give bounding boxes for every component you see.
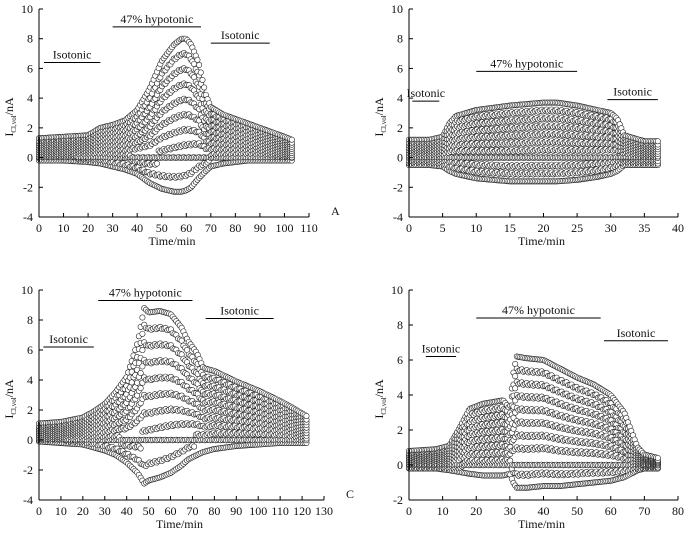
x-tick-label: 10 xyxy=(470,221,482,235)
data-point xyxy=(139,314,146,321)
x-tick-label: 40 xyxy=(131,221,143,235)
data-point xyxy=(196,62,203,69)
x-tick-label: 90 xyxy=(254,221,266,235)
x-tick-label: 100 xyxy=(275,221,293,235)
x-tick-label: 110 xyxy=(300,221,318,235)
data-point xyxy=(153,160,160,167)
x-tick-label: 40 xyxy=(672,221,684,235)
panel-tag: A xyxy=(331,204,340,218)
y-tick-label: 4 xyxy=(27,91,33,105)
panel-a: 0 10 20 30 40 50 60 70 80 90 100 110 -4 -2 0 2 4 6 8 10 Time… xyxy=(2,2,340,248)
phase-label: Isotonic xyxy=(53,47,92,61)
data-point xyxy=(288,136,295,143)
y-tick-label: 8 xyxy=(397,32,403,46)
x-tick-label: 30 xyxy=(605,221,617,235)
y-tick-label: -2 xyxy=(393,180,403,194)
x-tick-label: 60 xyxy=(180,221,192,235)
y-tick-label: 10 xyxy=(21,2,33,16)
x-axis-title: Time/min xyxy=(149,234,196,248)
data-point xyxy=(137,445,144,452)
data-point xyxy=(654,138,661,145)
x-tick-label: 10 xyxy=(58,221,70,235)
phase-label: Isotonic xyxy=(221,28,260,42)
y-tick-label: 6 xyxy=(397,61,403,75)
data-point xyxy=(134,379,141,386)
data-point xyxy=(128,379,135,386)
phase-label: Isotonic xyxy=(406,86,445,100)
x-tick-label: 30 xyxy=(107,221,119,235)
y-tick-label: 2 xyxy=(27,121,33,135)
data-point xyxy=(201,84,208,91)
data-point xyxy=(194,56,201,63)
y-axis-title: ICl,vol/nA xyxy=(2,97,18,137)
data-point xyxy=(137,385,144,392)
y-axis-title: ICl,vol/nA xyxy=(372,97,388,137)
x-tick-label: 0 xyxy=(36,221,42,235)
panel-b: 0 5 10 15 20 25 30 35 40 -4 -2 0 2 4 6 8 10 Time/min ICl,v… xyxy=(372,2,684,248)
panel-c: 0 10 20 30 40 50 60 70 80 90 100 110 120 130-4-202468… xyxy=(2,283,354,531)
y-tick-label: -4 xyxy=(23,210,33,224)
y-tick-label: 0 xyxy=(27,151,33,165)
data-point xyxy=(199,76,206,83)
phase-label: 47% hypotonic xyxy=(120,12,193,26)
x-tick-label: 15 xyxy=(504,221,516,235)
x-tick-label: 0 xyxy=(406,221,412,235)
y-tick-label: 10 xyxy=(391,2,403,16)
y-tick-label: -2 xyxy=(23,180,33,194)
y-tick-label: 8 xyxy=(27,32,33,46)
x-axis-title: Time/min xyxy=(518,234,565,248)
data-point xyxy=(139,347,146,354)
x-tick-label: 70 xyxy=(205,221,217,235)
y-tick-label: 6 xyxy=(27,61,33,75)
x-tick-label: 20 xyxy=(538,221,550,235)
data-point xyxy=(139,330,146,337)
phase-label: 47% hypotonic xyxy=(490,56,563,70)
y-tick-label: -4 xyxy=(393,210,403,224)
x-tick-label: 25 xyxy=(571,221,583,235)
x-tick-label: 5 xyxy=(440,221,446,235)
y-tick-label: 2 xyxy=(397,121,403,135)
x-tick-label: 80 xyxy=(229,221,241,235)
x-tick-label: 50 xyxy=(156,221,168,235)
data-point xyxy=(191,443,198,450)
data-series xyxy=(405,99,661,185)
data-point xyxy=(197,69,204,76)
phase-label: Isotonic xyxy=(613,85,652,99)
x-tick-label: 35 xyxy=(638,221,650,235)
x-tick-label: 20 xyxy=(82,221,94,235)
y-tick-label: 0 xyxy=(397,151,403,165)
data-series xyxy=(35,35,295,195)
data-point xyxy=(178,337,185,344)
y-tick-label: 4 xyxy=(397,91,403,105)
